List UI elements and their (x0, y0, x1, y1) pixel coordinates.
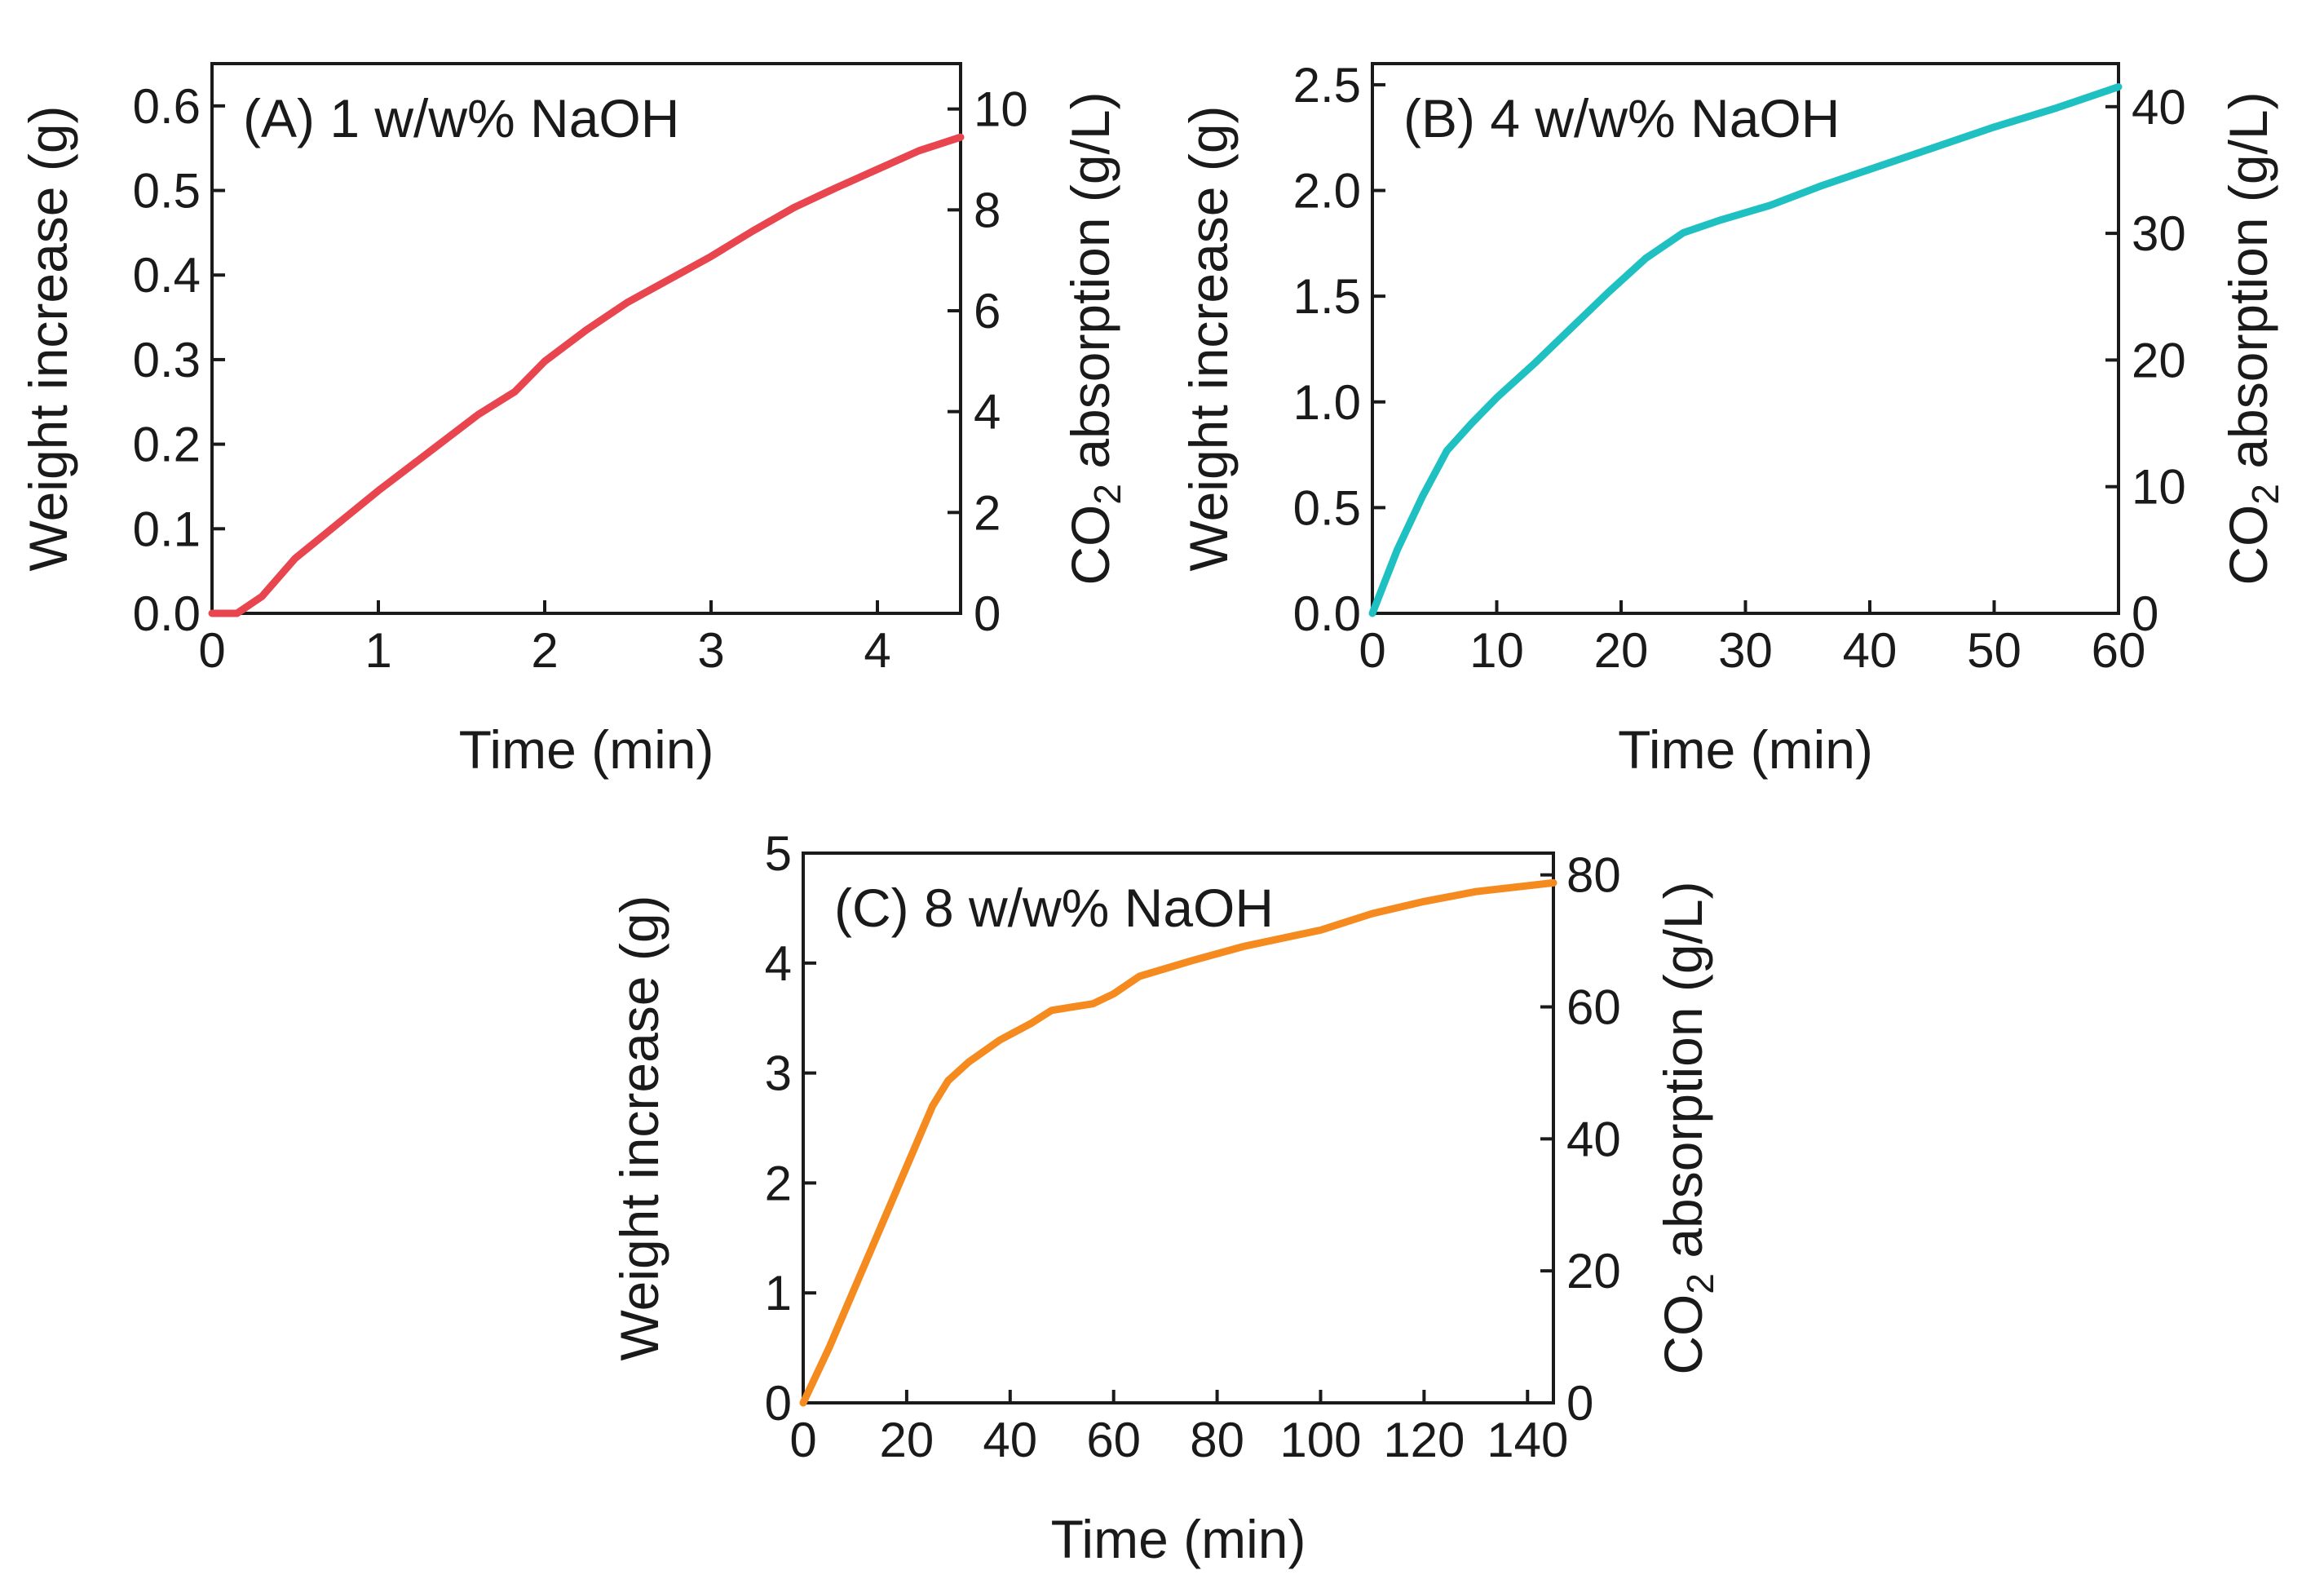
y2-tick-label: 10 (2132, 460, 2186, 515)
y-tick-label: 5 (765, 826, 792, 881)
x-tick-label: 10 (1469, 623, 1524, 678)
x-axis-label: Time (min) (1618, 719, 1873, 780)
x-tick-label: 1 (365, 623, 391, 678)
y-tick-label: 2.5 (1293, 58, 1361, 113)
x-tick-label: 40 (983, 1413, 1037, 1467)
y-tick-label: 0.4 (133, 248, 201, 303)
y-axis-label: Weight increase (g) (1178, 105, 1239, 571)
x-tick-label: 80 (1190, 1413, 1244, 1467)
x-axis-label: Time (min) (459, 719, 714, 780)
y2-tick-label: 80 (1566, 848, 1621, 903)
y-tick-label: 0.0 (133, 586, 201, 641)
y2-label-co: CO (2218, 505, 2278, 586)
y2-tick-label: 40 (1566, 1112, 1621, 1166)
plot-frame (210, 62, 962, 615)
y2-tick-label: 0 (1566, 1376, 1593, 1431)
series-line (1368, 83, 2123, 617)
y2-label-subscript: 2 (1679, 1273, 1721, 1294)
y-tick-label: 0.6 (133, 79, 201, 134)
x-tick-label: 30 (1718, 623, 1773, 678)
panel-label: (C) 8 w/w% NaOH (834, 878, 1274, 938)
y-tick-label: 1.5 (1293, 269, 1361, 324)
y2-label-rest: absorption (g/L) (1653, 881, 1713, 1273)
y2-tick-label: 0 (2132, 586, 2158, 641)
y-tick-label: 2 (765, 1156, 792, 1210)
y2-label-subscript: 2 (1086, 484, 1129, 505)
y-tick-label: 1 (765, 1266, 792, 1320)
y2-tick-label: 6 (974, 284, 1001, 338)
x-tick-label: 0 (198, 623, 225, 678)
y2-tick-label: 10 (974, 82, 1028, 137)
y-tick-label: 0.3 (133, 333, 201, 387)
y2-tick-label: 40 (2132, 80, 2186, 135)
y2-axis-label: CO2 absorption (g/L) (1653, 881, 1721, 1374)
x-tick-label: 60 (2092, 623, 2146, 678)
x-tick-label: 20 (1594, 623, 1649, 678)
y2-tick-label: 0 (974, 586, 1001, 641)
y-tick-label: 0 (765, 1376, 792, 1431)
y2-label-rest: absorption (g/L) (1060, 91, 1120, 484)
x-tick-label: 60 (1086, 1413, 1141, 1467)
x-tick-label: 140 (1487, 1413, 1568, 1467)
x-tick-label: 4 (864, 623, 890, 678)
y-axis-label: Weight increase (g) (609, 895, 669, 1360)
series-line (208, 133, 965, 617)
y-tick-label: 1.0 (1293, 375, 1361, 430)
y2-label-co: CO (1653, 1294, 1713, 1375)
y2-tick-label: 8 (974, 183, 1001, 237)
panel-b: 0 10 20 30 40 50 60 0.0 0.5 1.0 1.5 2.0 2.5 0 10 20 30 40… (1178, 58, 2286, 780)
plot-frame (802, 852, 1555, 1404)
y-tick-label: 3 (765, 1046, 792, 1101)
x-tick-label: 0 (789, 1413, 816, 1467)
series-line (799, 878, 1557, 1407)
y2-tick-label: 4 (974, 385, 1001, 440)
x-tick-label: 120 (1383, 1413, 1465, 1467)
y-tick-label: 2.0 (1293, 164, 1361, 219)
y-tick-label: 0.2 (133, 418, 201, 472)
y2-tick-label: 2 (974, 485, 1001, 540)
y-tick-label: 0.1 (133, 502, 201, 556)
x-tick-label: 0 (1359, 623, 1385, 678)
x-tick-label: 2 (531, 623, 558, 678)
y2-axis-label: CO2 absorption (g/L) (2218, 91, 2286, 585)
panel-label: (B) 4 w/w% NaOH (1403, 88, 1840, 148)
y2-label-subscript: 2 (2244, 484, 2286, 505)
panel-a: 0 1 2 3 4 0.0 0.1 0.2 0.3 0.4 0.5 0.6 0 2 4 6 8 10 Time (m… (18, 62, 1129, 780)
y-tick-label: 0.5 (133, 164, 201, 219)
y2-tick-label: 60 (1566, 980, 1621, 1035)
x-tick-label: 3 (697, 623, 724, 678)
x-tick-label: 50 (1967, 623, 2021, 678)
y2-axis-label: CO2 absorption (g/L) (1060, 91, 1129, 585)
y-axis-label: Weight increase (g) (18, 105, 78, 571)
y2-tick-label: 20 (2132, 333, 2186, 387)
y-tick-label: 0.5 (1293, 480, 1361, 535)
panel-label: (A) 1 w/w% NaOH (243, 88, 679, 148)
x-tick-label: 40 (1843, 623, 1898, 678)
x-tick-label: 100 (1279, 1413, 1361, 1467)
y-tick-label: 0.0 (1293, 586, 1361, 641)
y-tick-label: 4 (765, 936, 792, 991)
x-axis-label: Time (min) (1051, 1509, 1306, 1569)
x-tick-label: 20 (880, 1413, 934, 1467)
y2-tick-label: 20 (1566, 1244, 1621, 1298)
y2-label-rest: absorption (g/L) (2218, 91, 2278, 484)
y2-label-co: CO (1060, 505, 1120, 586)
y2-tick-label: 30 (2132, 206, 2186, 261)
